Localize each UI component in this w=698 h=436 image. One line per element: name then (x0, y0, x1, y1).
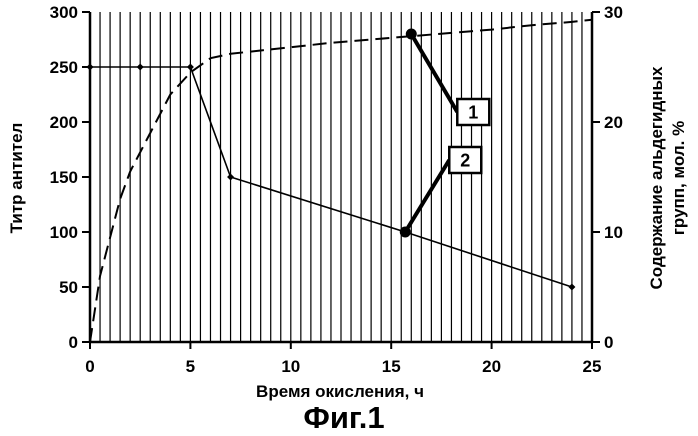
y-left-tick-label: 250 (50, 58, 78, 77)
y-left-tick-label: 50 (59, 278, 78, 297)
y-right-tick-label: 10 (604, 223, 623, 242)
series-2-point (187, 64, 194, 71)
y-left-tick-label: 0 (69, 333, 78, 352)
vertical-grid (100, 12, 582, 342)
y-axis-right-label-line2: групп, мол. % (669, 121, 688, 235)
x-tick-label: 5 (186, 357, 195, 376)
series-2-point (87, 64, 94, 71)
x-tick-label: 10 (281, 357, 300, 376)
tick-labels: 05010015020025030001020300510152025 (50, 3, 623, 376)
y-left-tick-label: 300 (50, 3, 78, 22)
y-left-tick-label: 200 (50, 113, 78, 132)
y-axis-left-label: Титр антител (7, 123, 26, 234)
x-tick-label: 15 (382, 357, 401, 376)
callout-1-leader (411, 34, 457, 112)
x-tick-label: 20 (482, 357, 501, 376)
series-2-point (137, 64, 144, 71)
callout-2-label: 2 (460, 151, 470, 171)
series-2-point (568, 284, 575, 291)
figure-caption: Фиг.1 (303, 400, 384, 435)
series-2-point (227, 174, 234, 181)
y-axis-right-label-line1: Содержание альдегидных (647, 66, 666, 290)
y-left-tick-label: 150 (50, 168, 78, 187)
y-right-tick-label: 20 (604, 113, 623, 132)
y-right-tick-label: 0 (604, 333, 613, 352)
callout-1-label: 1 (468, 103, 478, 123)
callouts: 12 (405, 34, 489, 232)
y-left-tick-label: 100 (50, 223, 78, 242)
x-tick-label: 25 (583, 357, 602, 376)
y-right-tick-label: 30 (604, 3, 623, 22)
x-tick-label: 0 (85, 357, 94, 376)
series-layer (87, 20, 593, 342)
x-axis-label: Время окисления, ч (256, 382, 424, 401)
